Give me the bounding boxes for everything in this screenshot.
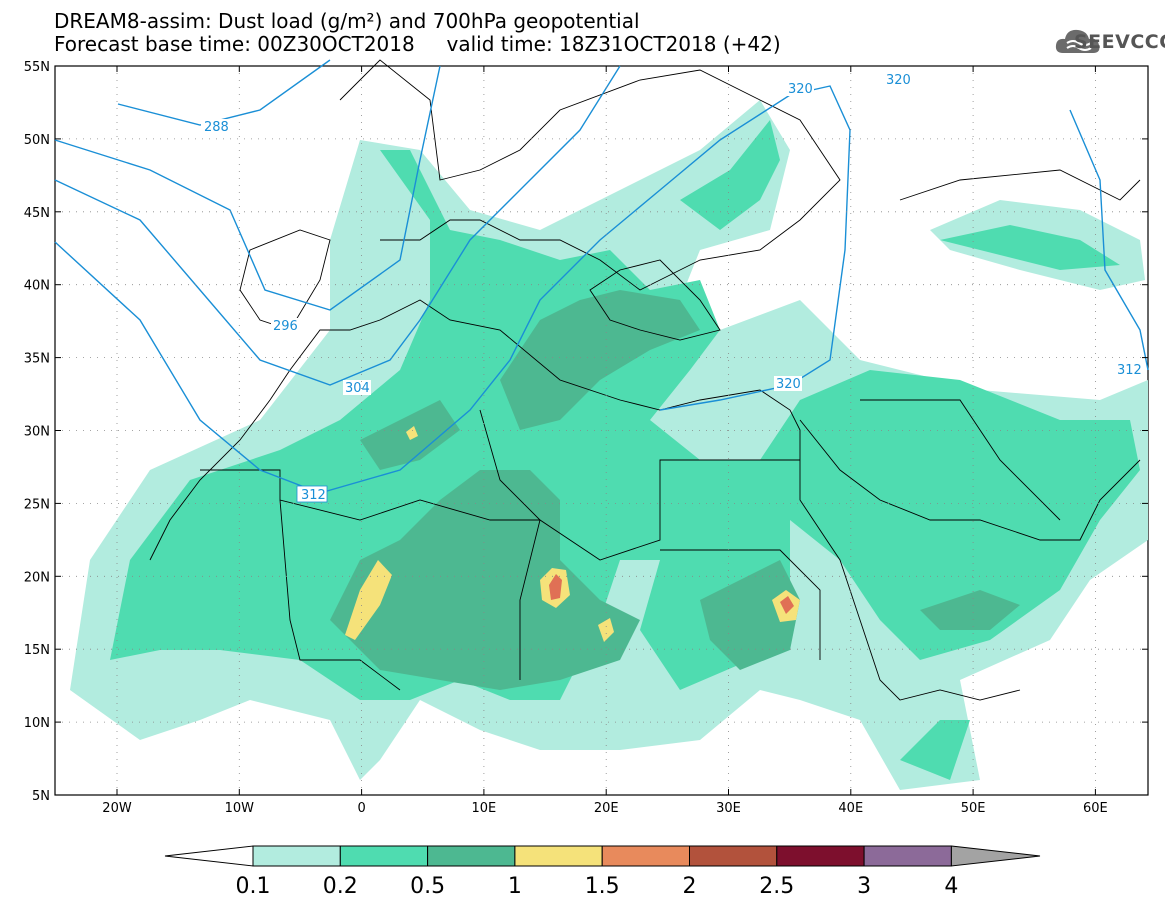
contour-label-312: 312 xyxy=(301,488,326,503)
colorbar-tick-label: 2.5 xyxy=(759,874,794,899)
colorbar-tick-label: 1 xyxy=(508,874,522,899)
lon-label: 50E xyxy=(961,801,986,816)
lon-label: 0 xyxy=(357,801,365,816)
colorbar-swatch xyxy=(339,845,429,867)
lat-label: 55N xyxy=(24,60,50,75)
lat-label: 5N xyxy=(32,789,50,804)
colorbar-right-arrow xyxy=(950,845,1041,867)
lat-label: 35N xyxy=(24,352,50,367)
lon-label: 10W xyxy=(225,801,255,816)
lon-label: 40E xyxy=(838,801,863,816)
dust-shading xyxy=(70,100,1148,790)
contour-label-288: 288 xyxy=(204,120,229,135)
lon-label: 10E xyxy=(472,801,497,816)
graticule xyxy=(55,66,1148,795)
contour-label-296: 296 xyxy=(273,319,298,334)
lat-label: 20N xyxy=(24,570,50,585)
contour-labels: 288 296 304 312 320 320 320 312 xyxy=(201,73,1143,503)
colorbar-swatch xyxy=(776,845,865,867)
colorbar-tick-label: 2 xyxy=(683,874,697,899)
lat-label: 15N xyxy=(24,643,50,658)
colorbar-swatch xyxy=(601,845,691,867)
colorbar-swatch xyxy=(514,845,603,867)
lon-label: 20E xyxy=(594,801,619,816)
logo-text: SEEVCCC xyxy=(1074,31,1165,53)
lon-label: 20W xyxy=(102,801,132,816)
lon-label: 30E xyxy=(716,801,741,816)
lon-label: 60E xyxy=(1083,801,1108,816)
latitude-labels: 55N 50N 45N 40N 35N 30N 25N 20N 15N 10N 5N xyxy=(24,60,1148,804)
colorbar: 0.1 0.2 0.5 1 1.5 2 2.5 3 4 xyxy=(164,845,1041,899)
contour-label-304: 304 xyxy=(345,381,370,396)
cloud-icon xyxy=(1055,29,1100,53)
colorbar-swatch xyxy=(427,845,516,867)
colorbar-tick-label: 1.5 xyxy=(585,874,620,899)
geopotential-contours xyxy=(54,59,1149,494)
lat-label: 40N xyxy=(24,279,50,294)
contour-label-312b: 312 xyxy=(1117,363,1142,378)
colorbar-tick-label: 0.5 xyxy=(410,874,445,899)
colorbar-left-arrow xyxy=(164,845,254,867)
longitude-labels: 20W 10W 0 10E 20E 30E 40E 50E 60E xyxy=(102,66,1108,816)
colorbar-tick-label: 3 xyxy=(857,874,871,899)
lat-label: 30N xyxy=(24,425,50,440)
colorbar-swatch xyxy=(252,845,341,867)
colorbar-tick-label: 0.1 xyxy=(236,874,271,899)
colorbar-tick-label: 4 xyxy=(944,874,958,899)
contour-label-320c: 320 xyxy=(776,377,801,392)
colorbar-swatch xyxy=(863,845,952,867)
contour-label-320b: 320 xyxy=(886,73,911,88)
coastlines xyxy=(149,59,1141,701)
lat-label: 50N xyxy=(24,133,50,148)
contour-label-320: 320 xyxy=(788,82,813,97)
lat-label: 45N xyxy=(24,206,50,221)
chart-subtitle: Forecast base time: 00Z30OCT2018 valid t… xyxy=(54,32,781,56)
colorbar-swatch xyxy=(689,845,778,867)
chart-title: DREAM8-assim: Dust load (g/m²) and 700hP… xyxy=(54,9,640,33)
colorbar-tick-label: 0.2 xyxy=(323,874,358,899)
lat-label: 10N xyxy=(24,716,50,731)
lat-label: 25N xyxy=(24,497,50,512)
